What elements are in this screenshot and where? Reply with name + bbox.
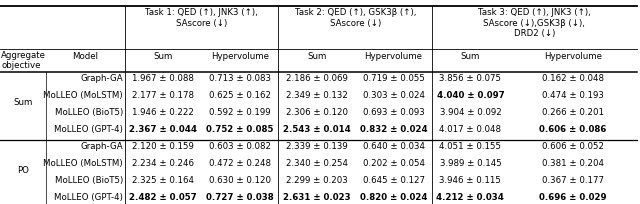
Text: Sum: Sum	[154, 52, 173, 61]
Text: 0.162 ± 0.048: 0.162 ± 0.048	[542, 74, 604, 83]
Text: 0.603 ± 0.082: 0.603 ± 0.082	[209, 142, 271, 151]
Text: PO: PO	[17, 166, 29, 175]
Text: MoLLEO (GPT-4): MoLLEO (GPT-4)	[54, 193, 123, 202]
Text: 3.989 ± 0.145: 3.989 ± 0.145	[440, 159, 501, 168]
Text: 0.303 ± 0.024: 0.303 ± 0.024	[363, 91, 424, 100]
Text: 0.752 ± 0.085: 0.752 ± 0.085	[206, 125, 274, 134]
Text: 4.212 ± 0.034: 4.212 ± 0.034	[436, 193, 504, 202]
Text: 0.474 ± 0.193: 0.474 ± 0.193	[542, 91, 604, 100]
Text: 2.234 ± 0.246: 2.234 ± 0.246	[132, 159, 194, 168]
Text: MoLLEO (MoLSTM): MoLLEO (MoLSTM)	[44, 91, 123, 100]
Text: Task 1: QED (↑), JNK3 (↑),
SAscore (↓): Task 1: QED (↑), JNK3 (↑), SAscore (↓)	[145, 8, 258, 28]
Text: Hypervolume: Hypervolume	[211, 52, 269, 61]
Text: Model: Model	[72, 52, 99, 61]
Text: 2.367 ± 0.044: 2.367 ± 0.044	[129, 125, 197, 134]
Text: MoLLEO (BioT5): MoLLEO (BioT5)	[54, 108, 123, 117]
Text: 0.606 ± 0.086: 0.606 ± 0.086	[539, 125, 607, 134]
Text: 0.592 ± 0.199: 0.592 ± 0.199	[209, 108, 271, 117]
Text: 3.904 ± 0.092: 3.904 ± 0.092	[440, 108, 501, 117]
Text: 2.340 ± 0.254: 2.340 ± 0.254	[286, 159, 348, 168]
Text: 2.349 ± 0.132: 2.349 ± 0.132	[286, 91, 348, 100]
Text: 0.630 ± 0.120: 0.630 ± 0.120	[209, 176, 271, 185]
Text: Sum: Sum	[461, 52, 480, 61]
Text: 0.832 ± 0.024: 0.832 ± 0.024	[360, 125, 428, 134]
Text: 2.186 ± 0.069: 2.186 ± 0.069	[286, 74, 348, 83]
Text: 2.325 ± 0.164: 2.325 ± 0.164	[132, 176, 194, 185]
Text: 0.696 ± 0.029: 0.696 ± 0.029	[539, 193, 607, 202]
Text: 0.640 ± 0.034: 0.640 ± 0.034	[363, 142, 424, 151]
Text: 4.017 ± 0.048: 4.017 ± 0.048	[440, 125, 501, 134]
Text: MoLLEO (MoLSTM): MoLLEO (MoLSTM)	[44, 159, 123, 168]
Text: 3.856 ± 0.075: 3.856 ± 0.075	[440, 74, 501, 83]
Text: 0.727 ± 0.038: 0.727 ± 0.038	[206, 193, 274, 202]
Text: 0.202 ± 0.054: 0.202 ± 0.054	[363, 159, 424, 168]
Text: Hypervolume: Hypervolume	[365, 52, 422, 61]
Text: 0.367 ± 0.177: 0.367 ± 0.177	[542, 176, 604, 185]
Text: 4.040 ± 0.097: 4.040 ± 0.097	[436, 91, 504, 100]
Text: 0.472 ± 0.248: 0.472 ± 0.248	[209, 159, 271, 168]
Text: 2.543 ± 0.014: 2.543 ± 0.014	[283, 125, 351, 134]
Text: Graph-GA: Graph-GA	[80, 74, 123, 83]
Text: 2.177 ± 0.178: 2.177 ± 0.178	[132, 91, 194, 100]
Text: Graph-GA: Graph-GA	[80, 142, 123, 151]
Text: Aggregate
objective: Aggregate objective	[1, 51, 46, 70]
Text: 0.645 ± 0.127: 0.645 ± 0.127	[363, 176, 424, 185]
Text: Sum: Sum	[307, 52, 326, 61]
Text: Task 2: QED (↑), GSK3β (↑),
SAscore (↓): Task 2: QED (↑), GSK3β (↑), SAscore (↓)	[294, 8, 416, 28]
Text: Hypervolume: Hypervolume	[544, 52, 602, 61]
Text: 0.713 ± 0.083: 0.713 ± 0.083	[209, 74, 271, 83]
Text: 0.820 ± 0.024: 0.820 ± 0.024	[360, 193, 428, 202]
Text: 2.120 ± 0.159: 2.120 ± 0.159	[132, 142, 194, 151]
Text: 1.946 ± 0.222: 1.946 ± 0.222	[132, 108, 194, 117]
Text: 0.606 ± 0.052: 0.606 ± 0.052	[542, 142, 604, 151]
Text: 0.719 ± 0.055: 0.719 ± 0.055	[363, 74, 424, 83]
Text: 0.693 ± 0.093: 0.693 ± 0.093	[363, 108, 424, 117]
Text: 2.631 ± 0.023: 2.631 ± 0.023	[283, 193, 351, 202]
Text: 0.266 ± 0.201: 0.266 ± 0.201	[542, 108, 604, 117]
Text: 2.299 ± 0.203: 2.299 ± 0.203	[286, 176, 348, 185]
Text: Sum: Sum	[13, 98, 33, 107]
Text: 1.967 ± 0.088: 1.967 ± 0.088	[132, 74, 194, 83]
Text: MoLLEO (BioT5): MoLLEO (BioT5)	[54, 176, 123, 185]
Text: 0.381 ± 0.204: 0.381 ± 0.204	[542, 159, 604, 168]
Text: 3.946 ± 0.115: 3.946 ± 0.115	[440, 176, 501, 185]
Text: 2.339 ± 0.139: 2.339 ± 0.139	[286, 142, 348, 151]
Text: 2.306 ± 0.120: 2.306 ± 0.120	[286, 108, 348, 117]
Text: MoLLEO (GPT-4): MoLLEO (GPT-4)	[54, 125, 123, 134]
Text: Task 3: QED (↑), JNK3 (↑),
SAscore (↓),GSK3β (↓),
DRD2 (↓): Task 3: QED (↑), JNK3 (↑), SAscore (↓),G…	[478, 8, 591, 38]
Text: 4.051 ± 0.155: 4.051 ± 0.155	[440, 142, 501, 151]
Text: 0.625 ± 0.162: 0.625 ± 0.162	[209, 91, 271, 100]
Text: 2.482 ± 0.057: 2.482 ± 0.057	[129, 193, 197, 202]
